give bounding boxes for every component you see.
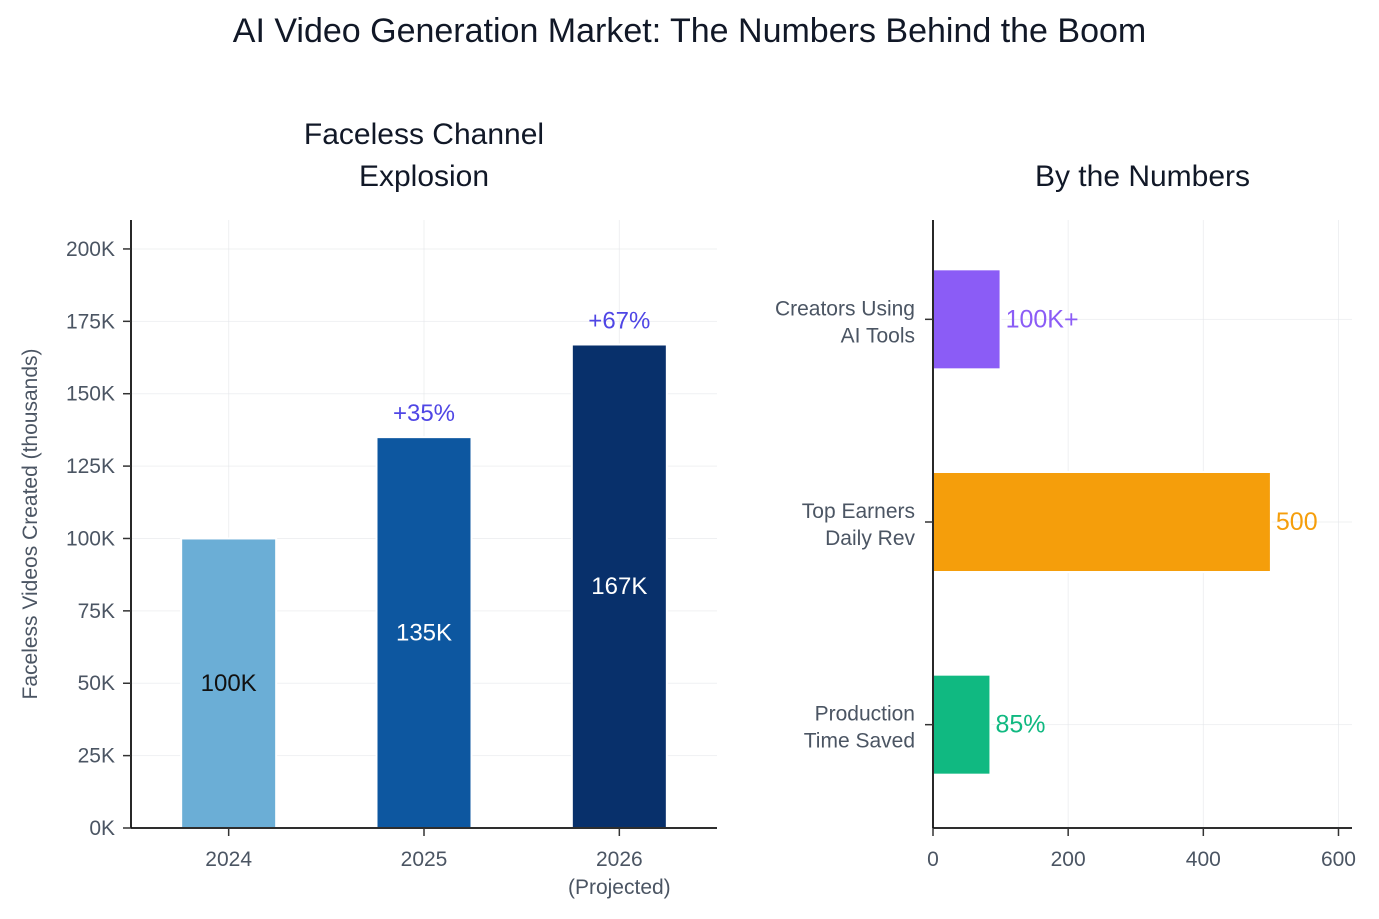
y-tick-label: 75K [78,600,115,623]
y-tick-label: 125K [66,455,115,478]
y-tick-label: 0K [89,817,115,840]
bar-value-label: 100K [201,670,257,697]
y-tick-label: 200K [66,238,115,261]
y-tick-label: 150K [66,383,115,406]
x-tick-label: 600 [1321,848,1356,871]
by-the-numbers-chart: 100K+ 500 85% 0 200 400 600 Creators Using AI To… [775,160,1356,871]
chart-title: Faceless Channel Explosion [304,118,544,193]
y-tick-label: 25K [78,745,115,768]
page-title: AI Video Generation Market: The Numbers … [232,12,1147,50]
x-tick-label: 200 [1051,848,1086,871]
bar-value-label: 167K [591,573,647,600]
y-tick-label: Top Earners Daily Rev [802,500,916,550]
chart-title: By the Numbers [1035,160,1250,193]
y-tick-label: Creators Using AI Tools [775,297,915,347]
bar-value-label: 100K+ [1006,305,1079,333]
bar [180,537,278,829]
y-tick-label: 100K [66,527,115,550]
faceless-channel-chart: 100K 135K +35% 167K +67% 0K 25K 50K 75K 100K 125K 1… [19,118,717,899]
x-tick-label: 0 [927,848,939,871]
y-axis-title: Faceless Videos Created (thousands) [19,349,42,700]
bar [932,268,1002,371]
y-tick-label: 50K [78,672,115,695]
y-tick-label: 175K [66,310,115,333]
bar-value-label: 135K [396,620,452,647]
x-tick-label: 2026 (Projected) [568,848,671,899]
bar [932,471,1272,573]
bar-value-label: 85% [995,711,1045,739]
growth-label: +67% [588,307,650,334]
bar [932,673,992,776]
x-tick-label: 2025 [401,848,448,871]
x-tick-label: 400 [1186,848,1221,871]
bar [375,436,473,829]
growth-label: +35% [393,400,455,427]
x-tick-label: 2024 [205,848,252,871]
y-tick-label: Production Time Saved [804,703,915,753]
bar [570,343,668,829]
bar-value-label: 500 [1276,508,1318,536]
